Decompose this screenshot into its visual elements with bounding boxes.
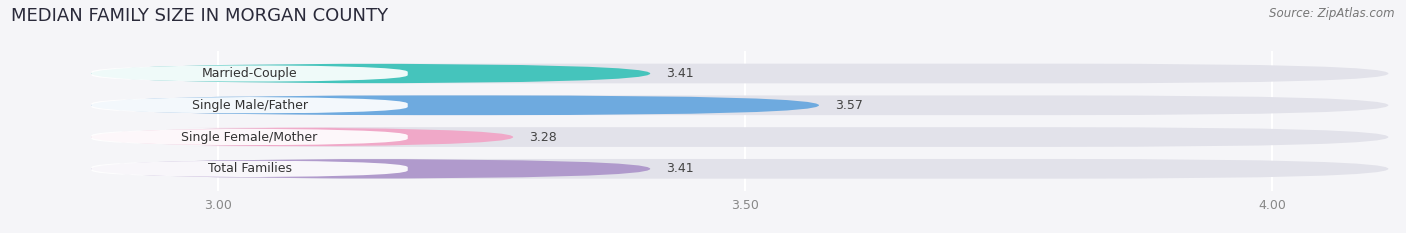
Text: Source: ZipAtlas.com: Source: ZipAtlas.com xyxy=(1270,7,1395,20)
FancyBboxPatch shape xyxy=(91,65,408,82)
Text: 3.41: 3.41 xyxy=(666,162,693,175)
FancyBboxPatch shape xyxy=(91,96,1388,115)
Text: 3.57: 3.57 xyxy=(835,99,863,112)
Text: Single Male/Father: Single Male/Father xyxy=(191,99,308,112)
FancyBboxPatch shape xyxy=(91,159,651,179)
FancyBboxPatch shape xyxy=(91,128,408,146)
Text: Married-Couple: Married-Couple xyxy=(201,67,298,80)
Text: Total Families: Total Families xyxy=(208,162,291,175)
Text: MEDIAN FAMILY SIZE IN MORGAN COUNTY: MEDIAN FAMILY SIZE IN MORGAN COUNTY xyxy=(11,7,388,25)
FancyBboxPatch shape xyxy=(91,96,818,115)
FancyBboxPatch shape xyxy=(91,97,408,114)
FancyBboxPatch shape xyxy=(91,127,1388,147)
FancyBboxPatch shape xyxy=(91,127,513,147)
Text: 3.28: 3.28 xyxy=(529,130,557,144)
Text: Single Female/Mother: Single Female/Mother xyxy=(181,130,318,144)
Text: 3.41: 3.41 xyxy=(666,67,693,80)
FancyBboxPatch shape xyxy=(91,159,1388,179)
FancyBboxPatch shape xyxy=(91,160,408,177)
FancyBboxPatch shape xyxy=(91,64,1388,83)
FancyBboxPatch shape xyxy=(91,64,651,83)
